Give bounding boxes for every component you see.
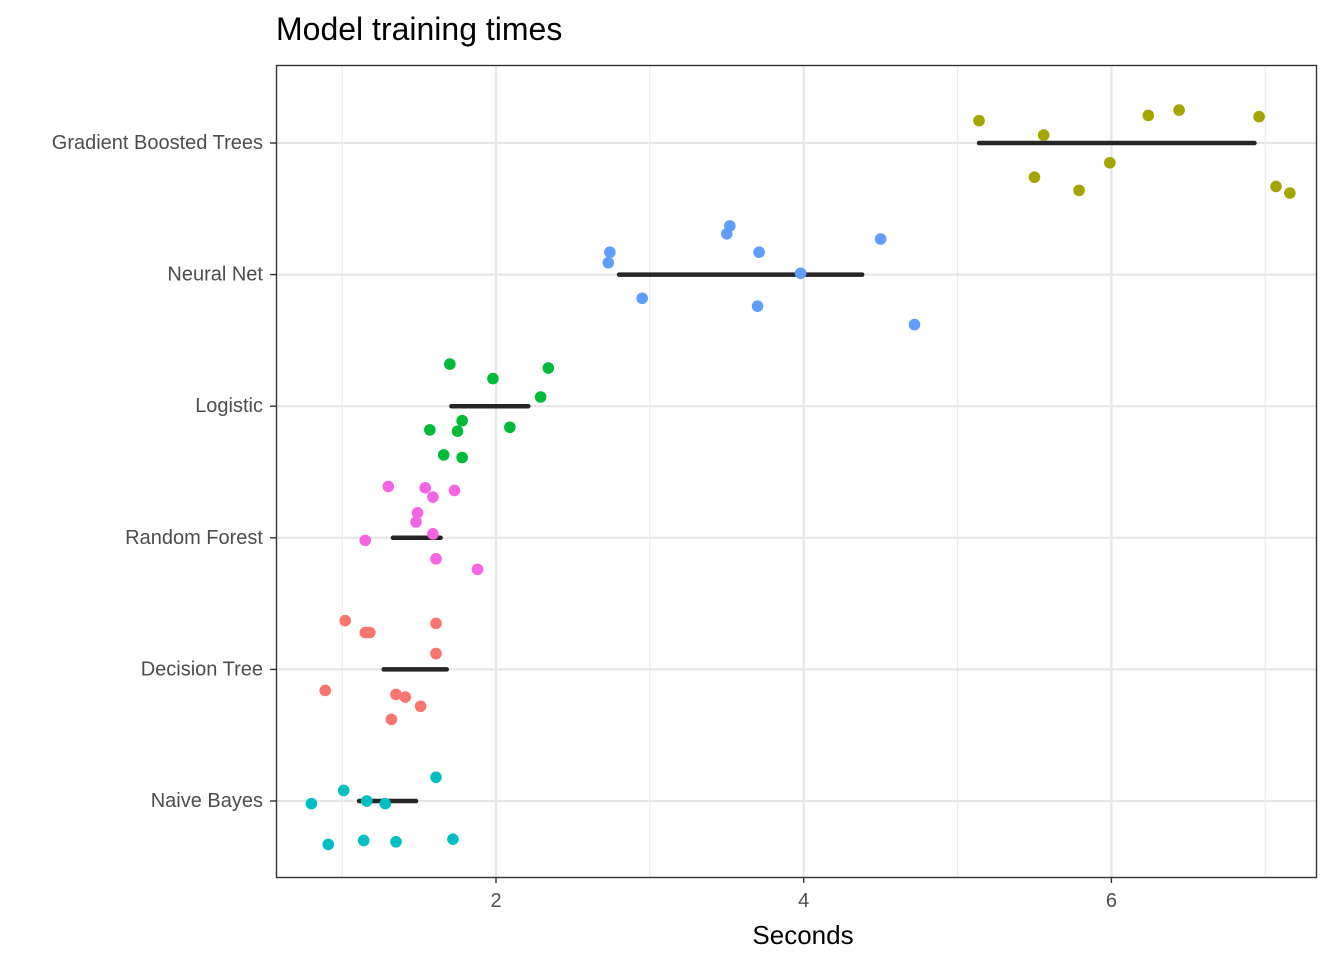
grid-major: [276, 65, 1316, 877]
data-point: [430, 771, 442, 784]
data-point: [1253, 110, 1265, 123]
data-point: [305, 797, 318, 810]
x-axis-title: Seconds: [752, 920, 853, 950]
data-point: [504, 421, 516, 434]
data-point: [1173, 104, 1185, 116]
data-point: [471, 563, 484, 576]
plot-panel-border: [275, 64, 1318, 879]
data-point: [1073, 184, 1085, 197]
data-point: [1028, 171, 1041, 184]
data-point: [410, 516, 422, 528]
data-point: [379, 797, 392, 810]
y-tick-label: Gradient Boosted Trees: [52, 132, 263, 154]
grid-minor: [341, 65, 1266, 877]
mean-bars: [356, 140, 1257, 804]
data-point: [794, 267, 807, 280]
data-point: [487, 372, 499, 385]
data-point: [456, 414, 468, 427]
x-tick-label: 6: [1106, 890, 1117, 912]
data-points: [305, 104, 1296, 851]
data-point: [339, 614, 352, 627]
data-point: [424, 424, 436, 436]
data-point: [430, 647, 442, 660]
data-point: [414, 700, 427, 713]
y-tick-label: Random Forest: [125, 527, 263, 549]
data-point: [430, 617, 442, 630]
data-point: [430, 553, 442, 565]
data-point: [1104, 156, 1116, 169]
data-point: [319, 684, 332, 697]
y-tick-label: Logistic: [195, 395, 263, 417]
data-point: [385, 713, 398, 726]
data-point: [337, 784, 350, 797]
data-point: [751, 300, 764, 312]
data-point: [1037, 129, 1050, 141]
data-point: [542, 362, 555, 374]
data-point: [357, 834, 370, 847]
data-point: [1270, 180, 1282, 193]
data-point: [753, 246, 765, 259]
y-tick-label: Naive Bayes: [151, 790, 263, 812]
data-point: [720, 228, 733, 240]
chart-title: Model training times: [276, 11, 562, 47]
data-point: [427, 528, 439, 540]
data-point: [451, 425, 464, 438]
data-point: [322, 838, 335, 851]
data-point: [602, 256, 615, 269]
x-axis: 2 4 6: [490, 877, 1117, 912]
data-point: [874, 233, 887, 245]
data-point: [448, 484, 461, 497]
data-point: [360, 795, 373, 807]
data-point: [604, 246, 616, 259]
data-point: [390, 688, 402, 701]
data-point: [444, 358, 456, 370]
data-point: [534, 391, 547, 403]
data-point: [456, 451, 468, 464]
data-point: [359, 534, 372, 547]
data-point: [364, 626, 376, 639]
data-point: [419, 481, 432, 494]
data-point: [411, 506, 424, 519]
data-point: [636, 292, 648, 305]
x-tick-label: 4: [798, 890, 809, 912]
y-axis: Gradient Boosted Trees Neural Net Logistic…: [52, 132, 276, 812]
data-point: [427, 491, 439, 503]
data-point: [1142, 109, 1155, 122]
y-tick-label: Neural Net: [167, 264, 263, 286]
data-point: [390, 835, 402, 848]
data-point: [447, 833, 459, 845]
data-point: [1284, 187, 1296, 199]
data-point: [382, 480, 395, 493]
data-point: [908, 318, 921, 331]
y-tick-label: Decision Tree: [141, 658, 263, 680]
x-tick-label: 2: [490, 890, 501, 912]
data-point: [973, 114, 985, 127]
data-point: [437, 449, 450, 461]
data-point: [399, 691, 412, 703]
